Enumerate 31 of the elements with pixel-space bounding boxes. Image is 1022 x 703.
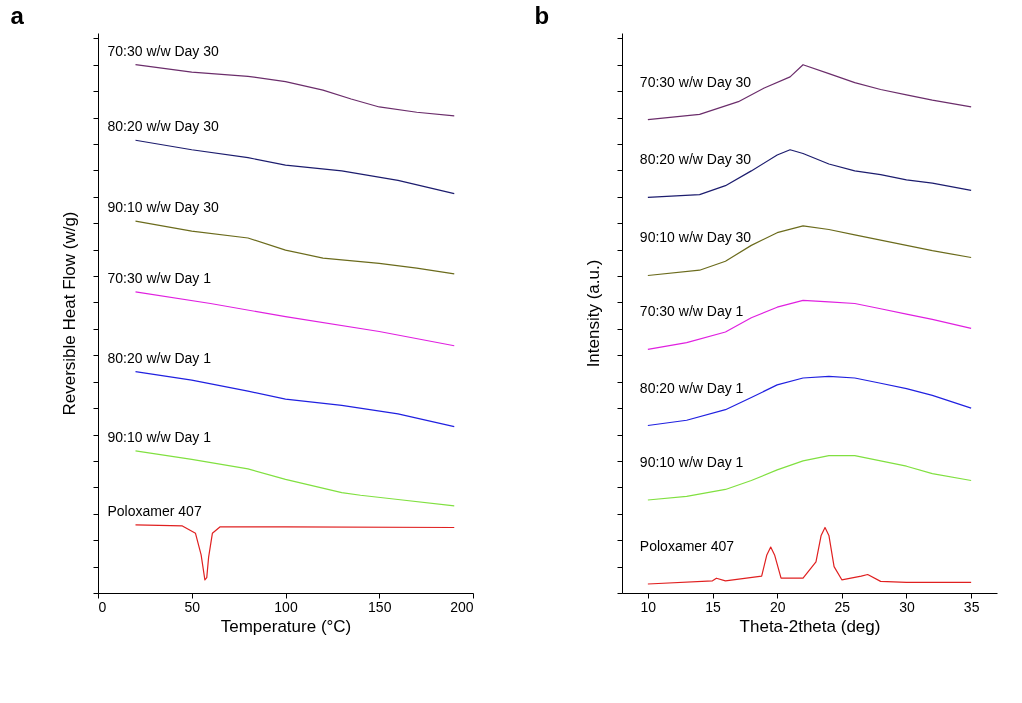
series-label: 90:10 w/w Day 30 bbox=[107, 199, 219, 216]
x-tick-label: 20 bbox=[769, 598, 786, 615]
x-tick-label: 150 bbox=[368, 598, 392, 615]
series-label: 80:20 w/w Day 1 bbox=[107, 349, 212, 366]
x-tick-label: 50 bbox=[184, 598, 201, 615]
x-tick-label: 25 bbox=[834, 598, 851, 615]
x-tick-label: 10 bbox=[640, 598, 657, 615]
chart-title: a bbox=[10, 2, 25, 29]
series-label: 90:10 w/w Day 1 bbox=[107, 428, 212, 445]
series-label: 90:10 w/w Day 30 bbox=[639, 229, 752, 246]
series-label: 70:30 w/w Day 1 bbox=[639, 303, 744, 320]
x-axis-title: Temperature (°C) bbox=[220, 616, 352, 636]
series-label: 80:20 w/w Day 30 bbox=[107, 118, 219, 135]
series-label: Poloxamer 407 bbox=[639, 538, 735, 555]
series-label: 70:30 w/w Day 1 bbox=[107, 269, 212, 286]
series-label: 80:20 w/w Day 30 bbox=[639, 151, 752, 168]
x-tick-label: 35 bbox=[963, 598, 980, 615]
x-tick-label: 200 bbox=[450, 598, 474, 615]
series-label: 90:10 w/w Day 1 bbox=[639, 454, 744, 471]
chart-title: b bbox=[534, 2, 550, 29]
x-tick-label: 100 bbox=[274, 598, 298, 615]
series-label: Poloxamer 407 bbox=[107, 502, 202, 519]
x-tick-label: 15 bbox=[705, 598, 722, 615]
x-tick-label: 30 bbox=[899, 598, 915, 615]
y-axis-title: Reversible Heat Flow (w/g) bbox=[60, 211, 79, 416]
series-label: 70:30 w/w Day 30 bbox=[639, 73, 752, 90]
series-label: 70:30 w/w Day 30 bbox=[107, 42, 219, 59]
series-label: 80:20 w/w Day 1 bbox=[639, 379, 744, 396]
x-tick-label: 0 bbox=[98, 598, 107, 615]
x-axis-title: Theta-2theta (deg) bbox=[739, 616, 881, 636]
y-axis-title: Intensity (a.u.) bbox=[584, 259, 603, 368]
